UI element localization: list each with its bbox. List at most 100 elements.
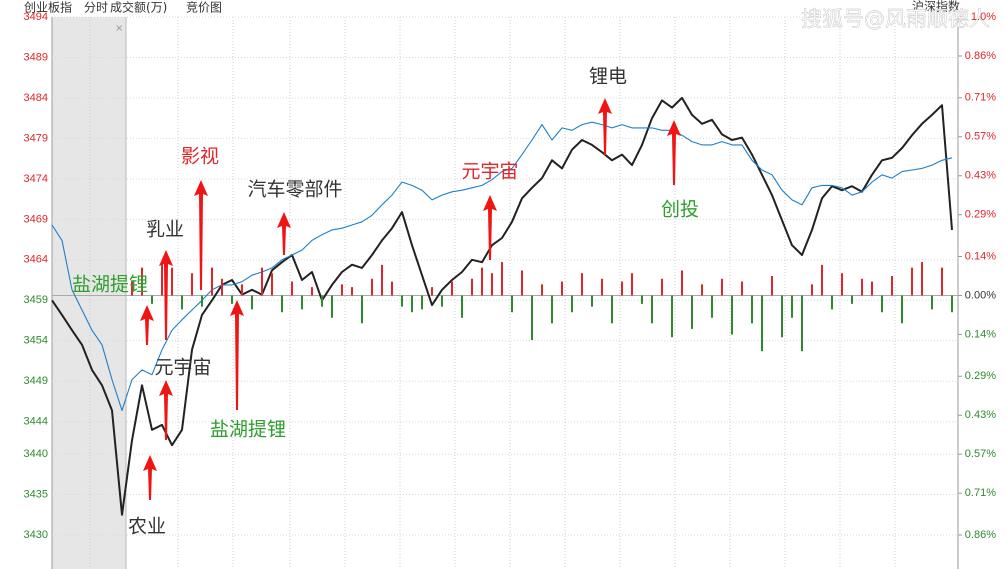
annotation: 汽车零部件 — [247, 179, 342, 201]
volume-bar — [411, 295, 413, 313]
volume-bar — [641, 295, 643, 304]
volume-bar — [911, 267, 913, 296]
volume-bar — [921, 262, 923, 296]
y2-tick-label: 0.00% — [965, 289, 996, 301]
volume-bar — [301, 295, 303, 310]
y2-tick-label: 0.57% — [965, 448, 996, 460]
plot — [51, 96, 953, 516]
volume-bar — [291, 281, 293, 296]
y-tick-label: 3444 — [24, 416, 48, 428]
y2-tick-label: 0.71% — [965, 487, 996, 499]
volume-bar — [381, 264, 383, 296]
y2-tick-label: 0.29% — [965, 370, 996, 382]
y2-tick-label: 1.0% — [971, 11, 996, 23]
volume-bar — [191, 273, 193, 296]
annotation: 创投 — [661, 199, 699, 221]
volume-bar — [531, 295, 533, 341]
volume-bar — [661, 278, 663, 296]
volume-bar — [841, 273, 843, 296]
annotation: 盐湖提锂 — [210, 419, 286, 441]
annotation: 锂电 — [589, 66, 627, 88]
volume-bar — [501, 262, 503, 296]
volume-bar — [361, 295, 363, 324]
y2-tick-label: 0.86% — [965, 50, 996, 62]
volume-bar — [631, 273, 633, 296]
volume-bar — [621, 281, 623, 296]
volume-bar — [311, 287, 313, 296]
volume-bar — [511, 295, 513, 313]
volume-bar — [701, 284, 703, 296]
volume-bar — [461, 295, 463, 318]
volume-bar — [401, 295, 403, 307]
arrow — [140, 305, 154, 345]
volume-bar — [861, 278, 863, 296]
annotation: 农业 — [128, 516, 166, 538]
grid — [51, 16, 962, 569]
y-tick-label: 3435 — [24, 488, 48, 500]
volume-bar — [591, 295, 593, 307]
volume-bar — [901, 295, 903, 324]
volume-bar — [521, 270, 523, 296]
volume-bar — [601, 278, 603, 296]
volume-bar — [831, 295, 833, 310]
volume-bar — [761, 295, 763, 352]
volume-bar — [171, 267, 173, 296]
volume-bar — [141, 267, 143, 296]
volume-bar — [811, 284, 813, 296]
watermark: 搜狐号@风雨顺德人 — [801, 7, 990, 31]
volume-bar — [351, 287, 353, 296]
volume-bar — [471, 278, 473, 296]
auction-area — [52, 17, 126, 569]
volume-bar — [441, 295, 443, 307]
volume-bar — [341, 284, 343, 296]
volume-bar — [821, 264, 823, 296]
arrow — [230, 300, 244, 410]
y-tick-label: 3464 — [24, 254, 48, 266]
corner-label: 沪深指数 — [912, 0, 960, 14]
annotation: 影视 — [181, 146, 219, 168]
volume-bar — [491, 273, 493, 296]
y-tick-label: 3474 — [24, 173, 48, 185]
annotation: 元宇宙 — [154, 357, 211, 379]
volume-bar — [741, 281, 743, 296]
volume-bar — [671, 295, 673, 338]
volume-bar — [561, 281, 563, 296]
y2-tick-label: 0.57% — [965, 131, 996, 143]
volume-bar — [151, 295, 153, 304]
volume-bar — [241, 284, 243, 296]
y-tick-label: 3454 — [24, 335, 48, 347]
arrow — [598, 98, 612, 155]
volume-bar — [161, 262, 163, 296]
volume-bar — [751, 295, 753, 324]
volume-bar — [721, 278, 723, 296]
y2-tick-label: 0.86% — [965, 529, 996, 541]
volume-bar — [801, 295, 803, 352]
volume-bar — [931, 295, 933, 310]
annotation: 乳业 — [146, 219, 184, 241]
volume-bar — [211, 267, 213, 296]
volume-bar — [371, 278, 373, 296]
volume-bar — [941, 267, 943, 296]
y-tick-label: 3484 — [24, 92, 48, 104]
arrow — [143, 455, 157, 500]
volume-bar — [201, 295, 203, 307]
annotation: 盐湖提锂 — [72, 274, 148, 296]
volume-bar — [421, 295, 423, 310]
arrow — [159, 250, 173, 340]
y2-tick-label: 0.14% — [965, 250, 996, 262]
volume-bar — [331, 295, 333, 318]
y-tick-label: 3449 — [24, 375, 48, 387]
volume-bar — [891, 276, 893, 296]
y-tick-label: 3440 — [24, 448, 48, 460]
volume-bar — [691, 295, 693, 329]
volume-bar — [581, 273, 583, 296]
volume-bar — [881, 295, 883, 313]
volume-bar — [851, 295, 853, 304]
index-name: 创业板指 — [24, 0, 72, 15]
mode: 竞价图 — [186, 1, 222, 15]
close-mark: × — [115, 23, 123, 34]
volume-bar — [281, 295, 283, 313]
volume-bar — [251, 295, 253, 310]
volume-bar — [651, 295, 653, 324]
